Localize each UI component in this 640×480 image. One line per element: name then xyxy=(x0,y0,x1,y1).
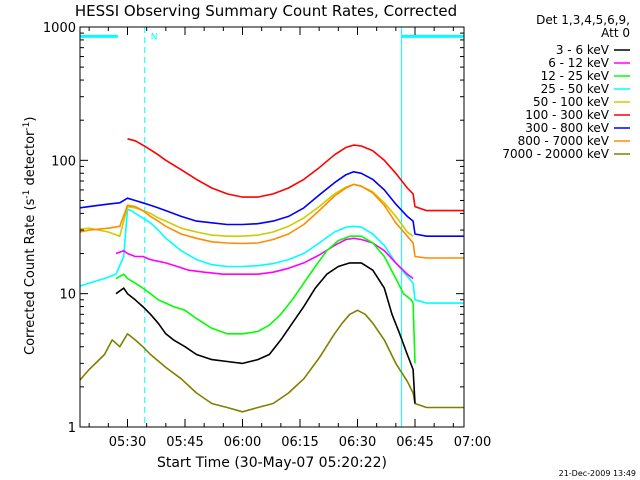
legend-header-2: Att 0 xyxy=(601,26,630,40)
series-line-8-0 xyxy=(80,309,464,413)
series-line-0-0 xyxy=(115,262,416,404)
legend-label-1: 6 - 12 keV xyxy=(548,56,610,70)
series-line-7-0 xyxy=(80,183,464,259)
x-tick-label-0: 05:30 xyxy=(109,435,146,450)
y-axis-label-mid: detector xyxy=(23,130,38,190)
legend-label-5: 100 - 300 keV xyxy=(525,108,609,122)
x-tick-label-2: 06:00 xyxy=(224,435,261,450)
y-tick-label-1: 10 xyxy=(59,288,76,303)
legend-header-1: Det 1,3,4,5,6,9, xyxy=(536,13,630,27)
y-axis-label-sup2: -1 xyxy=(22,122,32,131)
y-axis-label-sup1: -1 xyxy=(22,190,32,199)
legend-label-3: 25 - 50 keV xyxy=(541,82,610,96)
plot-frame xyxy=(79,26,465,428)
x-tick-label-1: 05:45 xyxy=(166,435,203,450)
x-axis-label: Start Time (30-May-07 05:20:22) xyxy=(157,455,387,471)
series-line-2-0 xyxy=(115,235,416,364)
x-tick-label-6: 07:00 xyxy=(454,435,491,450)
legend-label-8: 7000 - 20000 keV xyxy=(502,147,609,161)
y-axis-label: Corrected Count Rate (s-1 detector-1) xyxy=(22,117,38,355)
series-line-6-0 xyxy=(80,171,464,237)
y-tick-label-0: 1 xyxy=(68,421,76,436)
y-axis: 1 10 100 1000 xyxy=(43,21,464,436)
series-line-5-0 xyxy=(127,138,464,212)
legend-label-0: 3 - 6 keV xyxy=(556,43,610,57)
x-tick-label-5: 06:45 xyxy=(396,435,433,450)
timestamp-footer: 21-Dec-2009 13:49 xyxy=(559,469,636,478)
plot-area: N xyxy=(80,27,464,427)
y-axis-label-end: ) xyxy=(23,117,38,122)
y-tick-label-2: 100 xyxy=(51,154,76,169)
legend-label-7: 800 - 7000 keV xyxy=(518,134,610,148)
y-axis-label-main: Corrected Count Rate (s xyxy=(23,198,38,355)
plot-clip-group: N xyxy=(80,27,464,427)
y-tick-label-3: 1000 xyxy=(43,21,76,36)
chart-title: HESSI Observing Summary Count Rates, Cor… xyxy=(75,2,457,20)
flag-label: N xyxy=(151,32,158,42)
legend-label-4: 50 - 100 keV xyxy=(533,95,610,109)
x-tick-label-4: 06:30 xyxy=(339,435,376,450)
x-tick-label-3: 06:15 xyxy=(281,435,318,450)
legend-label-6: 300 - 800 keV xyxy=(525,121,609,135)
series-line-1-0 xyxy=(115,237,414,280)
legend-label-2: 12 - 25 keV xyxy=(541,69,610,83)
x-axis: 05:30 05:45 06:00 06:15 06:30 06:45 07:00 xyxy=(88,27,491,450)
